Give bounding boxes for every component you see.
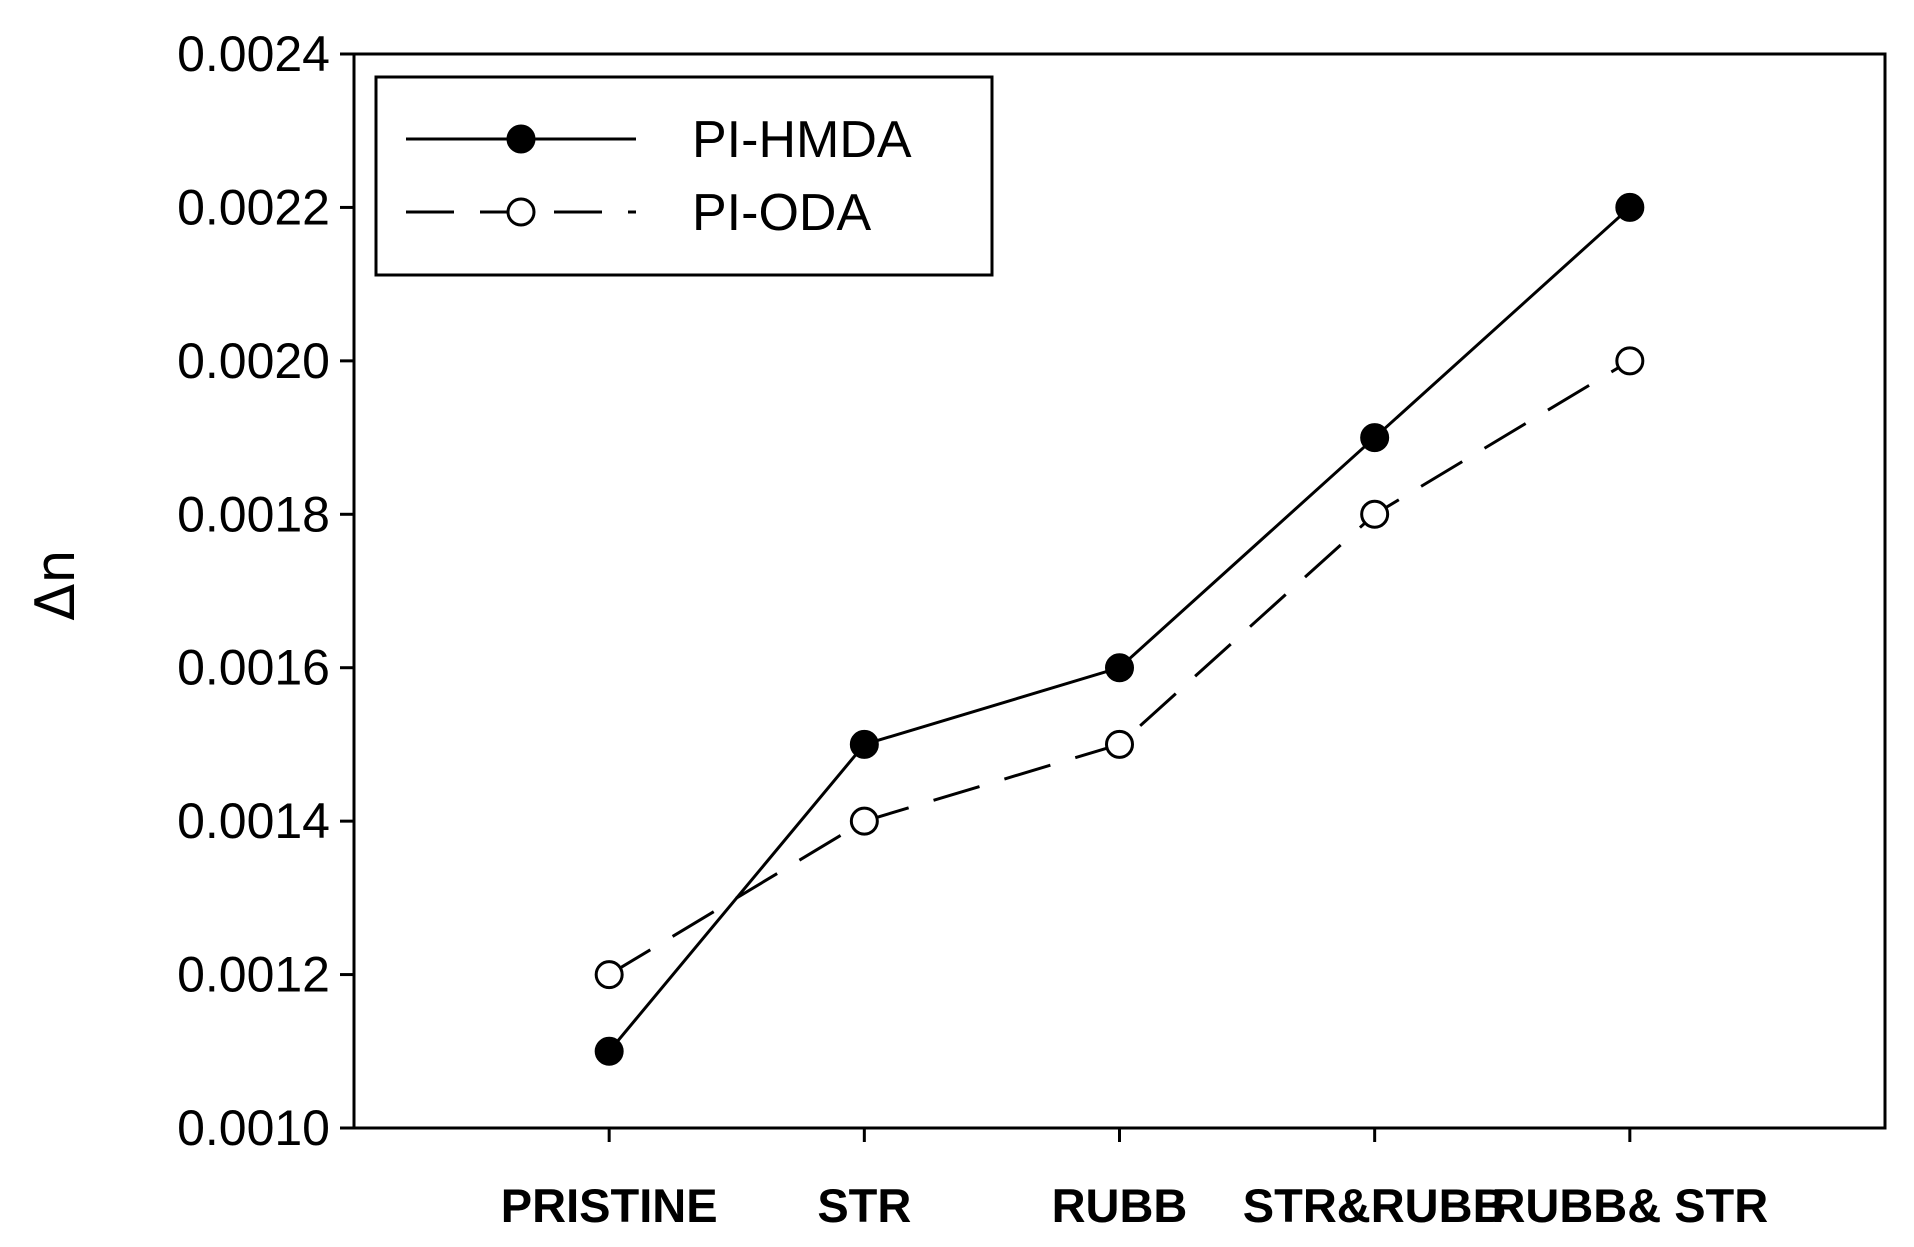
- y-tick-label: 0.0016: [177, 640, 330, 696]
- x-tick-label: PRISTINE: [501, 1179, 718, 1232]
- data-point: [594, 1036, 624, 1066]
- data-point: [849, 729, 879, 759]
- x-tick-label: STR&RUBB: [1243, 1179, 1507, 1232]
- y-tick-label: 0.0024: [177, 26, 330, 82]
- x-tick-label: RUBB& STR: [1491, 1179, 1768, 1232]
- data-point: [1360, 499, 1390, 529]
- data-point: [1105, 729, 1134, 759]
- data-point: [1105, 653, 1134, 683]
- x-tick-label: RUBB: [1052, 1179, 1188, 1232]
- legend-box: [374, 75, 994, 277]
- data-point: [1615, 192, 1645, 222]
- y-axis-label: Δn: [24, 549, 87, 620]
- y-axis-ticks: 0.0010 0.0012 0.0014 0.0016 0.0018 0.0020 0.00…: [177, 26, 354, 1156]
- y-tick-label: 0.0012: [177, 947, 330, 1003]
- legend: PI-HMDA PI-ODA: [374, 75, 994, 277]
- legend-marker: [506, 124, 536, 154]
- legend-label: PI-HMDA: [692, 111, 912, 169]
- y-tick-label: 0.0014: [177, 793, 330, 849]
- series-line-0: [608, 206, 1631, 1053]
- y-tick-label: 0.0010: [177, 1100, 330, 1156]
- series-layer: [594, 192, 1645, 1066]
- data-point: [1360, 423, 1390, 453]
- y-tick-label: 0.0020: [177, 333, 330, 389]
- legend-label: PI-ODA: [692, 184, 871, 242]
- legend-marker: [506, 197, 536, 227]
- data-point: [1615, 346, 1645, 376]
- data-point: [849, 806, 879, 836]
- x-tick-label: STR: [817, 1179, 911, 1232]
- y-tick-label: 0.0022: [177, 179, 330, 235]
- y-tick-label: 0.0018: [177, 486, 330, 542]
- data-point: [594, 960, 624, 990]
